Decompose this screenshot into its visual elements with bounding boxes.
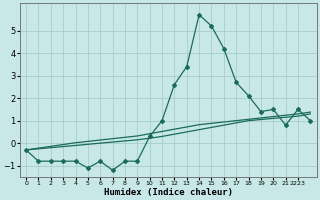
X-axis label: Humidex (Indice chaleur): Humidex (Indice chaleur) [104,188,233,197]
